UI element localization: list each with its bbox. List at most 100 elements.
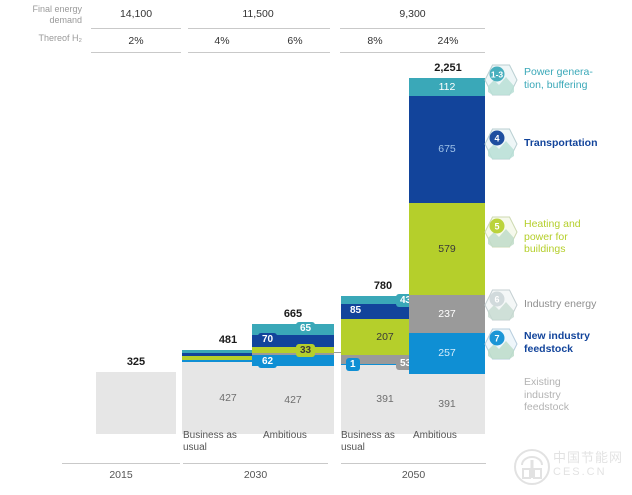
hexagon-badge-1-3-icon: 1-3 [484,64,518,96]
segment-2050amb-new-industry-feedstock[interactable]: 257 [409,333,485,374]
x-label-2030-business-as-usual: Business as usual [183,430,237,453]
header-h2-2050-ambitious: 24% [437,35,459,47]
svg-text:7: 7 [494,334,499,344]
segment-2050bau-industry-energy[interactable] [341,355,429,364]
segment-2050amb-industry-energy[interactable]: 237 [409,295,485,333]
bar-total-2050-ambitious: 2,251 [434,62,462,74]
callout-2030amb-power-generation: 65 [296,322,316,335]
header-rule-demand-2015 [91,28,181,29]
segment-label: 237 [438,307,456,320]
watermark: 中国节能网 CES.CN [513,448,628,488]
segment-2030amb-existing-industry-feedstock[interactable]: 427 [252,366,334,434]
legend-label-new-industry-feedstock: New industry feedstock [524,330,590,355]
callout-2030amb-new-industry-feedstock: 62 [258,355,278,368]
header-rule-demand-2030 [188,28,330,29]
bar-total-2015: 325 [126,356,146,368]
bar-total-2030-ambitious: 665 [283,308,303,320]
header-rule-h2-2015 [91,52,181,53]
legend-item-heating-buildings[interactable]: 5 Heating and power for buildings [484,216,581,256]
legend-item-new-industry-feedstock[interactable]: 7 New industry feedstock [484,328,590,360]
x-year-2030: 2030 [243,469,268,481]
hexagon-badge-6-icon: 6 [484,289,518,321]
segment-label: 427 [284,393,302,406]
header-demand-2050: 9,300 [399,8,426,20]
segment-label: 207 [376,330,394,343]
header-summary-table: Final energy demand Thereof H₂ 14,100 11… [0,0,632,56]
legend-label-industry-energy: Industry energy [524,298,597,310]
segment-2030amb-industry-energy[interactable] [252,353,334,355]
segment-label: 391 [438,397,456,410]
header-rule-demand-2050 [340,28,485,29]
header-h2-2030-bau: 4% [214,35,230,47]
legend-label-heating-buildings: Heating and power for buildings [524,218,581,255]
segment-2030bau-heating-buildings[interactable] [182,356,274,360]
legend-label-power-generation: Power genera- tion, buffering [524,66,593,91]
header-row-label-thereof-h2: Thereof H₂ [38,33,82,43]
x-label-2030-ambitious: Ambitious [263,430,307,441]
x-rule-2050 [341,463,486,464]
segment-label: 257 [438,347,456,360]
segment-2050bau-new-industry-feedstock[interactable] [341,364,429,365]
x-rule-2015 [62,463,180,464]
legend-item-existing-industry-feedstock[interactable]: Existing industry feedstock [524,374,569,414]
legend-label-existing-industry-feedstock: Existing industry feedstock [524,376,569,413]
segment-label: 427 [219,391,237,404]
bar-total-2030-bau: 481 [218,334,238,346]
segment-label: 579 [438,242,456,255]
bar-2050-ambitious[interactable]: 112 675 579 237 257 391 [409,78,485,434]
header-h2-2015: 2% [128,35,144,47]
segment-2050bau-power-generation[interactable] [341,296,429,304]
bar-2015[interactable] [96,372,176,434]
segment-2030amb-new-industry-feedstock[interactable] [252,355,334,366]
hexagon-badge-4-icon: 4 [484,128,518,160]
segment-2030bau-power-generation[interactable] [182,350,274,353]
svg-text:1-3: 1-3 [491,70,504,80]
watermark-text-cn: 中国节能网 [553,450,624,465]
svg-text:5: 5 [494,222,499,232]
legend-item-transportation[interactable]: 4 Transportation [484,128,598,160]
x-year-2015: 2015 [109,469,133,481]
watermark-text-url: CES.CN [553,466,607,478]
header-demand-2030: 11,500 [242,8,274,20]
header-rule-h2-2030 [188,52,330,53]
callout-2050bau-transportation: 85 [346,304,366,317]
x-year-2050: 2050 [401,469,426,481]
plot-area: 325 481 427 665 427 [0,56,632,436]
segment-2050amb-heating-buildings[interactable]: 579 [409,203,485,295]
header-rule-h2-2050 [340,52,485,53]
segment-label: 675 [438,143,456,156]
x-label-2050-business-as-usual: Business as usual [341,430,395,453]
segment-2030amb-heating-buildings[interactable] [252,347,334,353]
svg-text:6: 6 [494,295,499,305]
callout-2030amb-heating-buildings: 33 [296,344,316,357]
callout-2050bau-new-industry-feedstock: 1 [346,358,360,371]
segment-2050amb-transportation[interactable]: 675 [409,96,485,203]
x-rule-2030 [183,463,328,464]
header-demand-2015: 14,100 [119,8,153,20]
legend-item-industry-energy[interactable]: 6 Industry energy [484,289,596,321]
legend-item-power-generation[interactable]: 1-3 Power genera- tion, buffering [484,64,593,96]
segment-label: 391 [376,393,394,406]
bar-total-2050-bau: 780 [373,280,393,292]
segment-2030bau-new-industry-feedstock[interactable] [182,360,274,362]
legend: 1-3 Power genera- tion, buffering 4 Tran… [484,56,632,436]
segment-label: 112 [438,80,456,93]
segment-2030bau-transportation[interactable] [182,353,274,356]
header-row-label-final-energy-demand: Final energy demand [32,4,82,25]
hexagon-badge-5-icon: 5 [484,216,518,248]
hexagon-badge-7-icon: 7 [484,328,518,360]
segment-2050amb-power-generation[interactable]: 112 [409,78,485,96]
svg-text:4: 4 [494,134,499,144]
header-h2-2050-bau: 8% [367,35,383,47]
segment-2015-existing-industry-feedstock[interactable] [96,372,176,434]
header-h2-2030-ambitious: 6% [287,35,303,47]
segment-2050amb-existing-industry-feedstock[interactable]: 391 [409,374,485,434]
x-label-2050-ambitious: Ambitious [413,430,457,441]
watermark-logo-icon [514,449,550,485]
segment-2030amb-power-generation[interactable] [252,324,334,335]
callout-leader-2030amb-industry-energy [334,352,344,353]
x-axis: Business as usual Ambitious Business as … [0,430,632,495]
legend-label-transportation: Transportation [524,137,598,149]
callout-2030amb-transportation: 70 [258,333,278,346]
